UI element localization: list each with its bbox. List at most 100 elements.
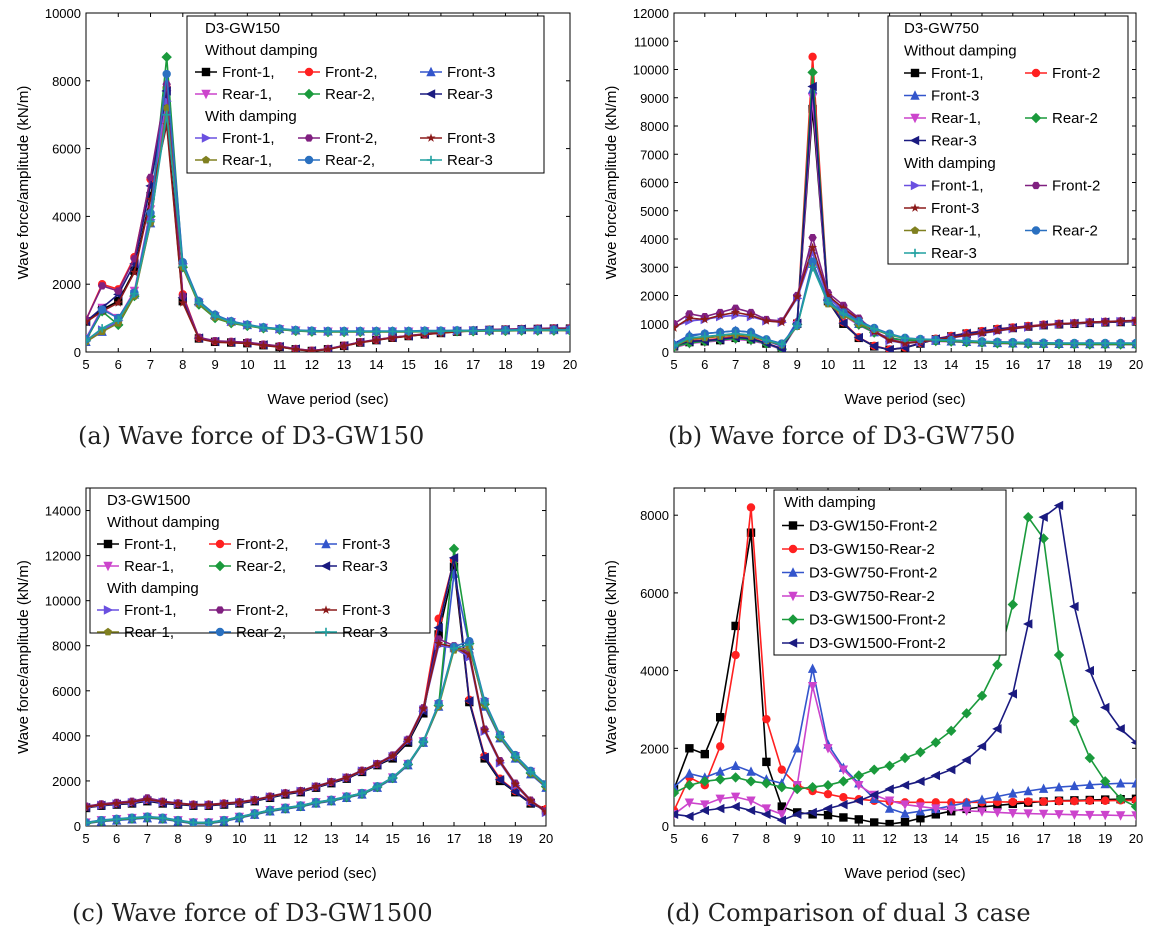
- y-tick-label: 6000: [52, 142, 81, 157]
- x-tick-label: 5: [82, 357, 89, 372]
- data-point: [885, 335, 895, 345]
- legend-swatch-marker: [303, 88, 315, 100]
- x-tick-label: 11: [852, 357, 866, 372]
- data-point: [357, 765, 367, 775]
- data-point: [839, 309, 848, 319]
- data-point: [977, 328, 987, 337]
- x-tick-label: 7: [147, 357, 154, 372]
- data-point: [807, 781, 818, 793]
- data-point: [685, 333, 694, 343]
- data-point: [946, 764, 956, 775]
- data-point: [884, 803, 895, 813]
- data-point: [961, 708, 972, 719]
- x-tick-label: 9: [794, 831, 801, 846]
- legend-entry-label: Rear-3: [342, 624, 388, 641]
- data-point: [700, 314, 710, 324]
- data-point: [869, 790, 879, 800]
- data-point: [357, 789, 367, 798]
- data-point: [371, 335, 381, 345]
- y-tick-label: 2000: [52, 277, 81, 292]
- data-point: [219, 816, 229, 825]
- y-tick-label: 2000: [52, 774, 81, 789]
- data-point: [730, 801, 740, 812]
- data-point: [480, 725, 490, 735]
- data-point: [1069, 318, 1079, 328]
- y-tick-label: 10000: [45, 594, 81, 609]
- data-point: [250, 809, 259, 818]
- data-point: [296, 786, 306, 795]
- data-point: [946, 805, 956, 815]
- data-point: [1070, 339, 1079, 348]
- x-tick-label: 16: [1006, 357, 1020, 372]
- y-tick-label: 10000: [45, 6, 81, 21]
- legend-entry-label: Rear-2: [1052, 110, 1098, 127]
- legend-swatch-marker: [321, 627, 331, 637]
- y-tick-label: 4000: [640, 664, 669, 679]
- y-tick-label: 9000: [640, 91, 669, 106]
- legend-swatch-marker: [103, 605, 114, 615]
- data-point: [745, 776, 757, 787]
- data-point: [731, 621, 740, 631]
- x-tick-label: 8: [179, 357, 186, 372]
- data-point: [1115, 778, 1126, 788]
- data-point: [977, 337, 987, 346]
- x-tick-label: 10: [240, 357, 254, 372]
- data-point: [1053, 649, 1065, 661]
- data-point: [822, 803, 833, 814]
- x-tick-label: 6: [113, 831, 120, 846]
- y-tick-label: 6000: [640, 586, 669, 601]
- data-point: [452, 326, 462, 336]
- data-point: [807, 681, 818, 692]
- legend-entry-label: Rear-3: [931, 245, 977, 262]
- data-point: [127, 813, 137, 823]
- data-point: [265, 791, 275, 801]
- data-point: [388, 327, 397, 336]
- data-point: [839, 813, 848, 822]
- data-point: [900, 800, 910, 810]
- data-point: [265, 806, 275, 815]
- legend: With damping D3-GW150-Front-2 D3-GW150-Rea…: [773, 489, 1007, 656]
- data-point: [992, 326, 1002, 335]
- x-tick-label: 20: [1129, 831, 1143, 846]
- legend-group-label: Without damping: [904, 43, 1017, 60]
- data-point: [227, 317, 236, 327]
- data-point: [1023, 619, 1033, 629]
- data-point: [793, 321, 802, 331]
- data-point: [807, 663, 818, 673]
- data-point: [745, 805, 756, 816]
- legend-entry-label: Rear-2,: [325, 86, 375, 103]
- data-point: [700, 332, 709, 341]
- data-point: [449, 644, 459, 653]
- x-tick-label: 15: [401, 357, 415, 372]
- x-tick-label: 19: [508, 831, 522, 846]
- data-point: [420, 326, 429, 336]
- data-point: [143, 812, 152, 821]
- chart-panel-a: 5 6 7 8 9 10 11 12 13 14 15 16 17 18 19 20 0 2000 4000 6000…: [15, 6, 577, 450]
- panel-caption: (d) Comparison of dual 3 case: [666, 899, 1031, 927]
- data-point: [715, 794, 725, 805]
- data-point: [1023, 511, 1034, 523]
- legend-group-label: With damping: [904, 155, 996, 172]
- data-point: [715, 310, 725, 320]
- data-point: [715, 803, 725, 814]
- legend-entry-label: Front-1,: [124, 536, 177, 553]
- x-tick-label: 18: [1067, 831, 1081, 846]
- x-tick-label: 19: [530, 357, 544, 372]
- data-point: [355, 337, 365, 347]
- data-point: [976, 690, 988, 702]
- y-tick-label: 5000: [640, 204, 669, 219]
- data-point: [684, 313, 694, 322]
- data-point: [448, 553, 459, 563]
- data-point: [97, 305, 107, 314]
- data-point: [854, 815, 863, 824]
- legend: D3-GW750 Without damping Front-1, Front-2 Fr…: [887, 15, 1129, 265]
- data-point: [977, 794, 987, 804]
- data-point: [479, 752, 489, 762]
- data-point: [142, 794, 152, 804]
- data-point: [1115, 793, 1126, 805]
- data-point: [291, 344, 301, 352]
- data-point: [731, 329, 740, 338]
- data-point: [356, 327, 365, 336]
- data-point: [565, 325, 570, 335]
- legend-entry-label: Rear-3: [342, 558, 388, 575]
